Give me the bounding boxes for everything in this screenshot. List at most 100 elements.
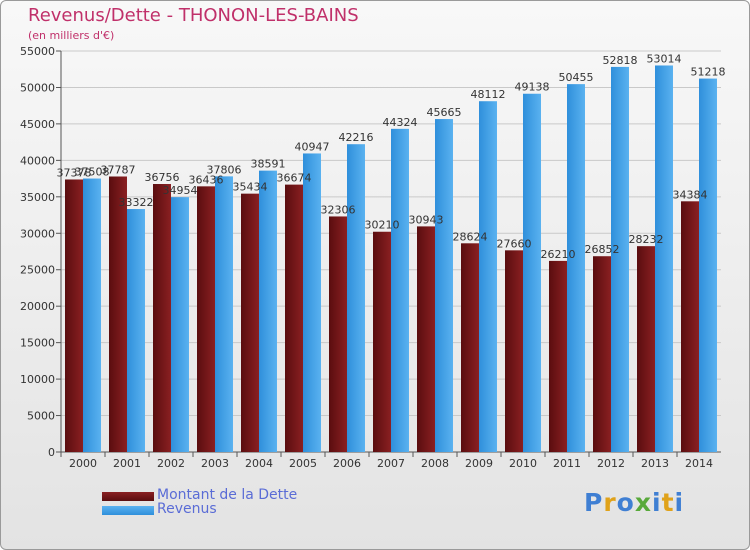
x-tick-label: 2003 (201, 457, 229, 470)
bar-revenue (171, 197, 189, 452)
bar-revenue (655, 65, 673, 453)
logo-letter: P (584, 488, 604, 517)
y-tick-label: 25000 (20, 264, 55, 277)
data-label-revenue: 53014 (647, 52, 682, 65)
x-tick-label: 2002 (157, 457, 185, 470)
data-label-debt: 37787 (101, 163, 136, 176)
data-label-debt: 36756 (145, 171, 180, 184)
logo-letter: r (603, 488, 617, 517)
data-label-revenue: 52818 (603, 54, 638, 67)
logo-letter: x (634, 488, 652, 517)
x-tick-label: 2001 (113, 457, 141, 470)
logo-letter: o (616, 488, 635, 517)
legend-swatch-revenue (102, 506, 154, 515)
bar-revenue (83, 178, 101, 452)
y-tick-label: 10000 (20, 373, 55, 386)
y-tick-label: 45000 (20, 118, 55, 131)
data-label-revenue: 42216 (339, 131, 374, 144)
data-label-revenue: 49138 (515, 81, 550, 94)
data-label-debt: 30943 (409, 213, 444, 226)
legend-swatch-debt (102, 492, 154, 501)
bar-revenue (259, 170, 277, 452)
logo-letter: t (661, 488, 675, 517)
bar-debt (461, 243, 479, 452)
bar-revenue (215, 176, 233, 452)
x-tick-label: 2012 (597, 457, 625, 470)
y-tick-label: 35000 (20, 191, 55, 204)
data-label-revenue: 34954 (163, 184, 198, 197)
data-label-debt: 32306 (321, 203, 356, 216)
data-label-revenue: 37508 (75, 166, 110, 179)
data-label-revenue: 40947 (295, 140, 330, 153)
y-tick-label: 5000 (27, 410, 55, 423)
bar-debt (197, 186, 215, 452)
chart-title: Revenus/Dette - THONON-LES-BAINS (28, 5, 359, 26)
bar-debt (241, 193, 259, 452)
data-label-revenue: 33322 (119, 196, 154, 209)
x-tick-label: 2011 (553, 457, 581, 470)
data-label-revenue: 51218 (691, 66, 726, 79)
y-tick-label: 20000 (20, 300, 55, 313)
bar-debt (593, 256, 611, 452)
data-label-revenue: 50455 (559, 71, 594, 84)
data-label-debt: 26210 (541, 248, 576, 261)
y-tick-label: 15000 (20, 337, 55, 350)
x-tick-label: 2014 (685, 457, 713, 470)
bar-revenue (435, 119, 453, 452)
legend-label-debt: Montant de la Dette (157, 487, 298, 503)
data-label-revenue: 38591 (251, 158, 286, 171)
data-label-debt: 34384 (673, 188, 708, 201)
logo-letter: i (652, 488, 662, 517)
x-tick-label: 2008 (421, 457, 449, 470)
y-tick-label: 30000 (20, 227, 55, 240)
axis-layer: 0 5000 10000 15000 20000 25000 30000 35000 40000… (20, 45, 721, 470)
x-tick-label: 2000 (69, 457, 97, 470)
proxiti-logo: Proxiti (584, 488, 684, 517)
bar-debt (373, 231, 391, 452)
x-tick-label: 2013 (641, 457, 669, 470)
x-tick-label: 2007 (377, 457, 405, 470)
bar-layer (65, 65, 717, 453)
data-label-debt: 36674 (277, 172, 312, 185)
data-label-debt: 26852 (585, 243, 620, 256)
logo-letter: i (674, 488, 685, 517)
bar-revenue (303, 153, 321, 452)
legend-label-revenue: Revenus (157, 501, 217, 517)
bar-revenue (479, 101, 497, 452)
data-label-debt: 35434 (233, 181, 268, 194)
bar-revenue (567, 84, 585, 453)
bar-debt (65, 179, 83, 452)
data-label-revenue: 45665 (427, 106, 462, 119)
bar-debt (329, 216, 347, 452)
y-tick-label: 50000 (20, 81, 55, 94)
bar-debt (109, 176, 127, 452)
y-tick-label: 0 (48, 446, 55, 459)
x-tick-label: 2009 (465, 457, 493, 470)
x-tick-label: 2004 (245, 457, 273, 470)
bar-revenue (391, 128, 409, 452)
bar-debt (153, 184, 171, 452)
data-label-debt: 30210 (365, 219, 400, 232)
x-tick-label: 2010 (509, 457, 537, 470)
bar-debt (549, 260, 567, 452)
bar-revenue (523, 93, 541, 452)
data-label-debt: 36436 (189, 173, 224, 186)
y-tick-label: 55000 (20, 45, 55, 58)
bar-debt (285, 184, 303, 452)
y-tick-label: 40000 (20, 154, 55, 167)
data-label-debt: 37378 (57, 166, 92, 179)
data-label-debt: 28624 (453, 230, 488, 243)
data-label-revenue: 37806 (207, 163, 242, 176)
data-label-revenue: 44324 (383, 116, 418, 129)
bar-debt (681, 201, 699, 452)
data-label-debt: 27660 (497, 237, 532, 250)
bar-revenue (347, 144, 365, 453)
data-label-debt: 28232 (629, 233, 664, 246)
bar-revenue (699, 78, 717, 452)
bar-debt (417, 226, 435, 452)
bar-revenue (127, 209, 145, 452)
chart-subtitle: (en milliers d'€) (28, 29, 115, 42)
